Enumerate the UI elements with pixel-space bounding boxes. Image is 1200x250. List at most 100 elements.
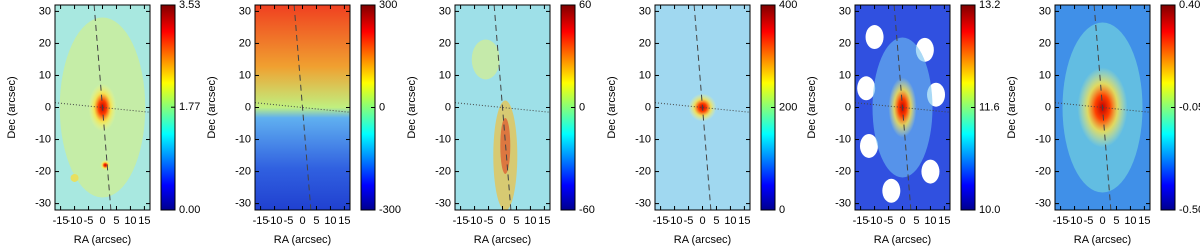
x-tick-label: -10 — [67, 215, 83, 227]
y-tick-label: 0 — [845, 101, 851, 113]
map-patch — [471, 39, 500, 80]
y-tick-label: 10 — [639, 69, 651, 81]
y-tick-label: -10 — [1035, 133, 1051, 145]
y-axis-label: Dec (arcsec) — [606, 76, 618, 138]
colorbar-tick-label: 1.77 — [179, 101, 200, 113]
y-axis-label: Dec (arcsec) — [806, 76, 818, 138]
x-tick-label: 10 — [1124, 215, 1136, 227]
y-tick-label: 30 — [839, 5, 851, 17]
x-tick-label: -10 — [867, 215, 883, 227]
y-tick-label: 10 — [439, 69, 451, 81]
minor-axis — [855, 102, 950, 113]
map-blob — [70, 173, 79, 182]
major-axis — [93, 5, 112, 210]
major-axis — [893, 5, 912, 210]
x-tick-label: 15 — [938, 215, 950, 227]
map-gap — [921, 159, 940, 184]
colorbar-tick-label: 60 — [579, 0, 591, 11]
y-tick-label: 30 — [239, 5, 251, 17]
map — [1055, 5, 1150, 210]
x-tick-label: 0 — [299, 215, 305, 227]
x-tick-label: 5 — [513, 215, 519, 227]
x-tick-label: -10 — [667, 215, 683, 227]
x-tick-label: -5 — [684, 215, 694, 227]
map — [255, 5, 350, 210]
y-tick-label: 0 — [45, 101, 51, 113]
x-tick-label: 15 — [138, 215, 150, 227]
y-tick-label: 0 — [245, 101, 251, 113]
x-tick-label: 15 — [1138, 215, 1150, 227]
minor-axis — [455, 102, 550, 113]
x-tick-label: -10 — [1067, 215, 1083, 227]
x-tick-label: 10 — [524, 215, 536, 227]
y-tick-label: 20 — [439, 37, 451, 49]
colorbar-tick-label: -300 — [379, 204, 401, 216]
y-tick-label: 30 — [439, 5, 451, 17]
y-tick-label: -10 — [635, 133, 651, 145]
major-axis — [693, 5, 712, 210]
colorbar-tick-label: -0.05 — [1179, 101, 1200, 113]
y-tick-label: -30 — [35, 198, 51, 210]
map — [455, 5, 550, 210]
x-axis-label: RA (arcsec) — [474, 234, 531, 246]
map — [855, 5, 950, 210]
map-gap — [857, 76, 876, 101]
x-tick-label: -15 — [853, 215, 869, 227]
x-axis-label: RA (arcsec) — [1074, 234, 1131, 246]
y-tick-label: -20 — [635, 165, 651, 177]
y-tick-label: 20 — [1039, 37, 1051, 49]
colorbar-tick-label: -60 — [579, 204, 595, 216]
x-tick-label: 0 — [1099, 215, 1105, 227]
x-tick-label: -15 — [453, 215, 469, 227]
y-tick-label: 10 — [839, 69, 851, 81]
y-axis-label: Dec (arcsec) — [1006, 76, 1018, 138]
y-tick-label: 10 — [39, 69, 51, 81]
y-axis-label: Dec (arcsec) — [206, 76, 218, 138]
y-tick-label: -30 — [835, 198, 851, 210]
y-tick-label: 0 — [645, 101, 651, 113]
map — [55, 5, 150, 210]
colorbar-tick-label: 0.40 — [1179, 0, 1200, 11]
colorbar-tick-label: 13.2 — [979, 0, 1000, 11]
y-tick-label: -10 — [435, 133, 451, 145]
x-tick-label: 0 — [899, 215, 905, 227]
y-tick-label: 10 — [239, 69, 251, 81]
x-tick-label: 15 — [538, 215, 550, 227]
x-tick-label: -5 — [484, 215, 494, 227]
x-tick-label: 0 — [499, 215, 505, 227]
x-tick-label: -15 — [653, 215, 669, 227]
x-tick-label: -5 — [284, 215, 294, 227]
x-tick-label: 10 — [924, 215, 936, 227]
minor-axis — [55, 102, 150, 113]
y-tick-label: -20 — [1035, 165, 1051, 177]
x-tick-label: 10 — [324, 215, 336, 227]
y-tick-label: 0 — [445, 101, 451, 113]
y-tick-label: 30 — [39, 5, 51, 17]
x-tick-label: 10 — [724, 215, 736, 227]
map-gap — [865, 25, 884, 50]
colorbar-tick-label: 400 — [779, 0, 797, 11]
x-axis-label: RA (arcsec) — [74, 234, 131, 246]
y-axis-label: Dec (arcsec) — [406, 76, 418, 138]
x-tick-label: -5 — [1084, 215, 1094, 227]
major-axis — [1093, 5, 1112, 210]
minor-axis — [655, 102, 750, 113]
y-tick-label: -10 — [35, 133, 51, 145]
colorbar-tick-label: -0.50 — [1179, 204, 1200, 216]
y-tick-label: -10 — [235, 133, 251, 145]
x-tick-label: 0 — [99, 215, 105, 227]
x-tick-label: 15 — [338, 215, 350, 227]
y-tick-label: 20 — [239, 37, 251, 49]
y-tick-label: 20 — [639, 37, 651, 49]
y-tick-label: -20 — [235, 165, 251, 177]
x-tick-label: 5 — [913, 215, 919, 227]
x-axis-label: RA (arcsec) — [274, 234, 331, 246]
major-axis — [493, 5, 512, 210]
y-tick-label: 30 — [1039, 5, 1051, 17]
colorbar-tick-label: 0 — [579, 101, 585, 113]
y-tick-label: -30 — [235, 198, 251, 210]
major-axis — [293, 5, 312, 210]
minor-axis — [255, 102, 350, 113]
